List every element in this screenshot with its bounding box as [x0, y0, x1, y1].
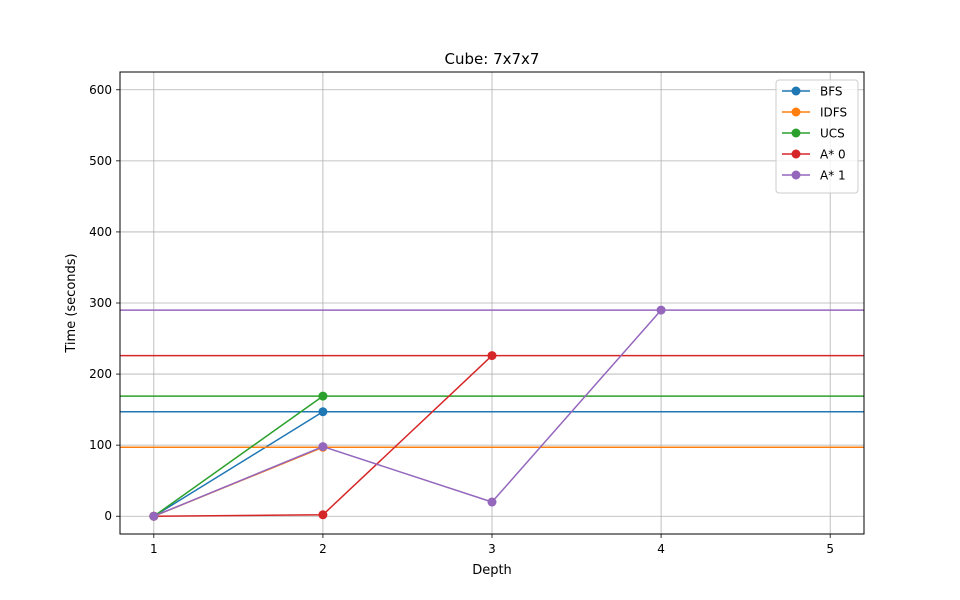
legend-swatch-marker [792, 150, 801, 159]
y-tick-label: 300 [89, 296, 112, 310]
legend-swatch-marker [792, 129, 801, 138]
y-tick-label: 500 [89, 154, 112, 168]
x-tick-label: 4 [657, 542, 665, 556]
legend-label: A* 1 [820, 169, 846, 183]
chart-title: Cube: 7x7x7 [445, 50, 540, 68]
legend-swatch-marker [792, 171, 801, 180]
series-a-1-point [488, 498, 497, 507]
legend-label: IDFS [820, 106, 847, 120]
legend-swatch-marker [792, 108, 801, 117]
legend-label: UCS [820, 127, 845, 141]
series-a-0-point [488, 351, 497, 360]
x-axis-label: Depth [472, 563, 512, 578]
y-tick-label: 600 [89, 83, 112, 97]
legend-box [776, 80, 858, 193]
series-a-0-point [318, 510, 327, 519]
y-tick-label: 200 [89, 367, 112, 381]
y-tick-label: 0 [104, 509, 112, 523]
y-tick-label: 100 [89, 438, 112, 452]
series-a-1-point [657, 306, 666, 315]
series-a-1-point [149, 512, 158, 521]
legend: BFS IDFS UCS A* 0 A* 1 [776, 80, 858, 193]
x-tick-label: 3 [488, 542, 496, 556]
series-a-1-point [318, 442, 327, 451]
legend-label: BFS [820, 85, 843, 99]
x-tick-label: 5 [826, 542, 834, 556]
y-axis-label: Time (seconds) [64, 253, 79, 353]
series-bfs-point [318, 407, 327, 416]
x-tick-label: 2 [319, 542, 327, 556]
series-ucs-point [318, 392, 327, 401]
legend-label: A* 0 [820, 148, 846, 162]
x-tick-label: 1 [150, 542, 158, 556]
y-tick-label: 400 [89, 225, 112, 239]
legend-swatch-marker [792, 87, 801, 96]
